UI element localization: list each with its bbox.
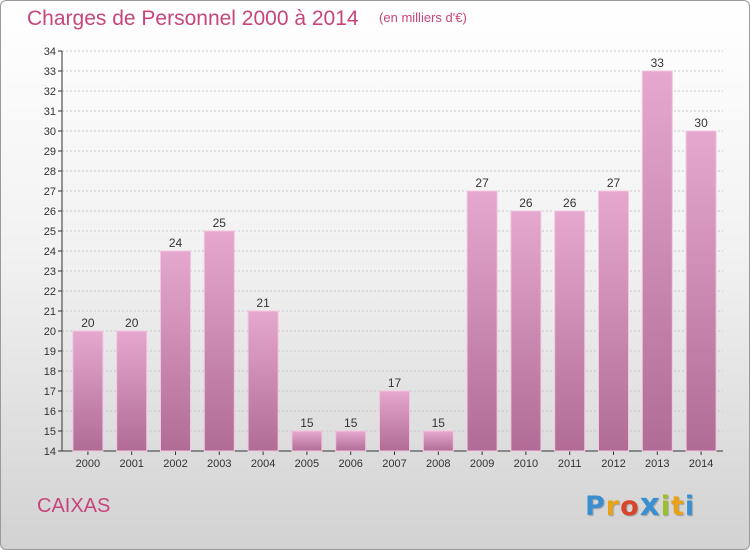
y-tick-label: 30 bbox=[44, 126, 56, 138]
bar-2006 bbox=[335, 430, 367, 452]
x-tick-label-2006: 2006 bbox=[338, 458, 362, 470]
bar-2004 bbox=[247, 310, 279, 452]
logo-letter: r bbox=[605, 491, 621, 522]
data-label-2008: 15 bbox=[432, 416, 446, 430]
title-row: Charges de Personnel 2000 à 2014 (en mil… bbox=[27, 7, 467, 31]
y-tick-label: 25 bbox=[44, 226, 56, 238]
x-tick-label-2000: 2000 bbox=[76, 458, 100, 470]
data-label-2006: 15 bbox=[344, 416, 358, 430]
x-tick-label-2002: 2002 bbox=[163, 458, 187, 470]
y-tick-label: 19 bbox=[44, 346, 56, 358]
data-label-2007: 17 bbox=[388, 376, 402, 390]
bar-2011 bbox=[554, 210, 586, 452]
y-tick-label: 34 bbox=[44, 46, 56, 58]
bar-2003 bbox=[203, 230, 235, 452]
bar-2012 bbox=[598, 190, 629, 452]
x-tick-label-2007: 2007 bbox=[382, 458, 406, 470]
bar-2002 bbox=[160, 250, 191, 452]
data-label-2014: 30 bbox=[694, 116, 708, 130]
x-tick-label-2003: 2003 bbox=[207, 458, 231, 470]
y-tick-label: 24 bbox=[44, 246, 56, 258]
x-tick-label-2011: 2011 bbox=[558, 458, 582, 470]
y-tick-label: 20 bbox=[44, 326, 56, 338]
chart-subtitle: (en milliers d'€) bbox=[379, 10, 467, 25]
y-tick-label: 22 bbox=[44, 286, 56, 298]
data-label-2000: 20 bbox=[81, 316, 95, 330]
x-tick-label-2005: 2005 bbox=[295, 458, 319, 470]
logo-letter: P bbox=[585, 491, 606, 522]
y-tick-label: 28 bbox=[44, 166, 56, 178]
bar-2005 bbox=[291, 430, 323, 452]
bar-2000 bbox=[72, 330, 104, 452]
x-tick-label-2009: 2009 bbox=[470, 458, 494, 470]
bars bbox=[72, 70, 717, 452]
data-label-2004: 21 bbox=[256, 296, 270, 310]
data-label-2002: 24 bbox=[169, 236, 183, 250]
commune-name: CAIXAS bbox=[37, 495, 111, 517]
y-tick-label: 16 bbox=[44, 406, 56, 418]
bar-2007 bbox=[379, 390, 410, 452]
bar-2009 bbox=[466, 190, 498, 452]
x-tick-label-2004: 2004 bbox=[251, 458, 275, 470]
bar-2014 bbox=[685, 130, 717, 452]
y-tick-label: 23 bbox=[44, 266, 56, 278]
bar-2001 bbox=[116, 330, 148, 452]
x-tick-label-2012: 2012 bbox=[601, 458, 625, 470]
bar-2008 bbox=[422, 430, 454, 452]
logo-letter: t bbox=[670, 491, 685, 522]
logo-letter: i bbox=[660, 491, 671, 522]
x-tick-label-2008: 2008 bbox=[426, 458, 450, 470]
logo-letter: o bbox=[620, 491, 640, 522]
y-tick-label: 18 bbox=[44, 366, 56, 378]
proxiti-logo: Proxiti bbox=[585, 487, 695, 523]
data-label-2011: 26 bbox=[563, 196, 577, 210]
logo-letter: x bbox=[639, 487, 661, 523]
data-label-2012: 27 bbox=[607, 176, 621, 190]
y-tick-label: 29 bbox=[44, 146, 56, 158]
y-tick-label: 26 bbox=[44, 206, 56, 218]
chart-title: Charges de Personnel 2000 à 2014 bbox=[27, 7, 359, 30]
data-label-2009: 27 bbox=[475, 176, 489, 190]
x-tick-label-2013: 2013 bbox=[645, 458, 669, 470]
logo-letter: i bbox=[684, 491, 696, 522]
labels: 14 15 16 17 18 19 20 21 22 23 24 25 26 27 28 29 30 31 32 33… bbox=[44, 46, 714, 470]
y-tick-label: 31 bbox=[44, 106, 56, 118]
data-label-2010: 26 bbox=[519, 196, 533, 210]
y-tick-label: 21 bbox=[44, 306, 56, 318]
y-tick-label: 14 bbox=[44, 446, 56, 458]
data-label-2003: 25 bbox=[213, 216, 227, 230]
bar-2010 bbox=[510, 210, 542, 452]
x-tick-label-2014: 2014 bbox=[689, 458, 713, 470]
data-label-2001: 20 bbox=[125, 316, 139, 330]
y-tick-label: 15 bbox=[44, 426, 56, 438]
data-label-2005: 15 bbox=[300, 416, 314, 430]
y-tick-label: 33 bbox=[44, 66, 56, 78]
data-label-2013: 33 bbox=[651, 56, 665, 70]
x-tick-label-2010: 2010 bbox=[514, 458, 538, 470]
y-tick-label: 17 bbox=[44, 386, 56, 398]
y-tick-label: 32 bbox=[44, 86, 56, 98]
bar-2013 bbox=[641, 70, 673, 452]
y-tick-label: 27 bbox=[44, 186, 56, 198]
x-tick-label-2001: 2001 bbox=[119, 458, 143, 470]
